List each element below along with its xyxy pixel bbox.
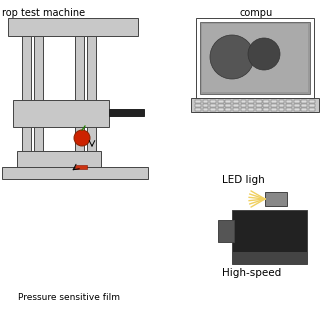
Bar (203, 108, 208, 111)
Bar (241, 108, 246, 111)
Bar (294, 108, 300, 111)
Bar (286, 104, 292, 107)
Bar (8, 18, 138, 36)
Bar (263, 104, 269, 107)
Bar (232, 252, 307, 264)
Bar (233, 104, 239, 107)
Bar (294, 100, 300, 103)
Bar (210, 104, 216, 107)
Bar (248, 108, 254, 111)
Bar (34, 36, 43, 151)
Text: High-speed: High-speed (222, 268, 281, 278)
Bar (232, 210, 307, 252)
Bar (218, 108, 224, 111)
Bar (13, 100, 109, 127)
Text: LED ligh: LED ligh (222, 175, 265, 185)
Bar (286, 100, 292, 103)
Bar (248, 104, 254, 107)
Bar (195, 108, 201, 111)
Bar (309, 108, 315, 111)
Bar (241, 104, 246, 107)
Circle shape (74, 130, 90, 146)
Bar (271, 100, 277, 103)
Bar (87, 36, 96, 151)
Bar (75, 165, 87, 169)
Bar (271, 108, 277, 111)
Circle shape (248, 38, 280, 70)
Bar (279, 108, 284, 111)
Bar (263, 100, 269, 103)
Bar (17, 151, 101, 167)
Bar (265, 192, 287, 206)
Bar (256, 108, 262, 111)
Text: Pressure sensitive film: Pressure sensitive film (18, 293, 120, 302)
Bar (210, 108, 216, 111)
Bar (218, 104, 224, 107)
Bar (256, 100, 262, 103)
Bar (271, 104, 277, 107)
Bar (294, 104, 300, 107)
Bar (233, 100, 239, 103)
Bar (286, 108, 292, 111)
Bar (248, 100, 254, 103)
Bar (195, 104, 201, 107)
Bar (301, 104, 307, 107)
Bar (2, 167, 148, 179)
Bar (233, 108, 239, 111)
Bar (109, 109, 144, 116)
Bar (241, 100, 246, 103)
Bar (301, 108, 307, 111)
Bar (196, 18, 314, 98)
Bar (218, 100, 224, 103)
Bar (75, 36, 84, 151)
Bar (301, 100, 307, 103)
Bar (203, 104, 208, 107)
Text: compu: compu (240, 8, 273, 18)
Bar (195, 100, 201, 103)
Bar (203, 100, 208, 103)
Bar (256, 104, 262, 107)
Circle shape (210, 35, 254, 79)
Bar (202, 24, 308, 92)
Bar (309, 100, 315, 103)
Bar (218, 220, 234, 242)
Bar (210, 100, 216, 103)
Bar (225, 100, 231, 103)
Bar (279, 104, 284, 107)
Text: rop test machine: rop test machine (2, 8, 85, 18)
Bar (200, 22, 310, 94)
Bar (22, 36, 31, 151)
Bar (309, 104, 315, 107)
Bar (263, 108, 269, 111)
Bar (225, 104, 231, 107)
Bar (191, 98, 319, 112)
Bar (225, 108, 231, 111)
Bar (279, 100, 284, 103)
